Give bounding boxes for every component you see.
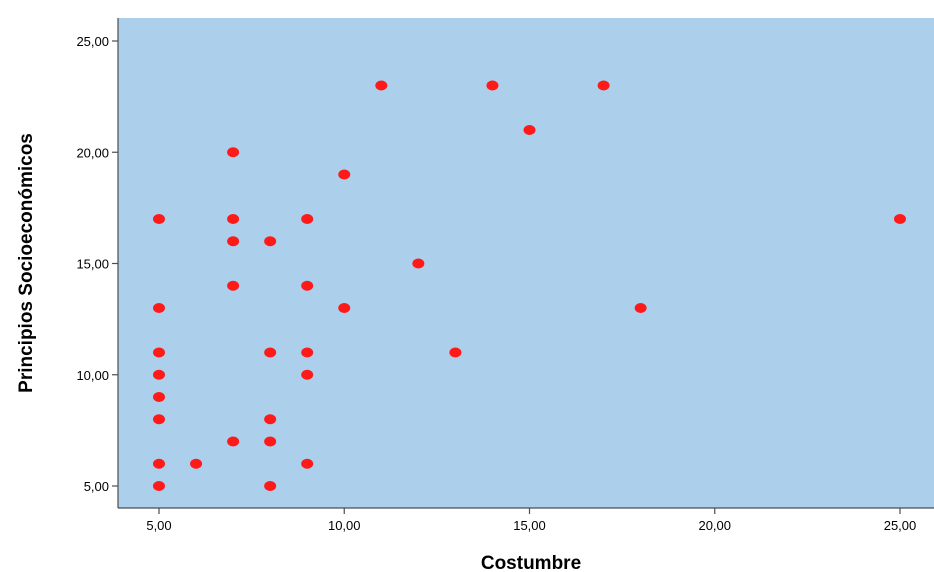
data-point bbox=[634, 303, 647, 313]
data-point bbox=[264, 347, 277, 358]
data-point bbox=[375, 80, 388, 91]
x-axis-ticks: 5,00 10,00 15,00 20,00 25,00 bbox=[146, 508, 916, 533]
data-point bbox=[227, 147, 240, 158]
y-tick-label: 20,00 bbox=[76, 145, 109, 160]
y-tick-label: 15,00 bbox=[76, 257, 109, 272]
data-point bbox=[449, 347, 462, 358]
data-point bbox=[153, 369, 165, 380]
data-point bbox=[227, 436, 240, 447]
x-tick-label: 5,00 bbox=[146, 518, 171, 533]
data-point bbox=[301, 214, 314, 224]
data-point bbox=[523, 125, 536, 135]
y-tick-label: 25,00 bbox=[76, 34, 109, 49]
data-point bbox=[301, 280, 314, 291]
data-point bbox=[264, 481, 277, 491]
x-tick-label: 20,00 bbox=[698, 518, 731, 533]
data-point bbox=[338, 303, 351, 313]
data-point bbox=[153, 214, 165, 224]
y-tick-label: 10,00 bbox=[76, 368, 109, 383]
plot-background bbox=[118, 18, 934, 508]
y-tick-label: 5,00 bbox=[84, 479, 109, 494]
data-point bbox=[301, 458, 314, 469]
y-axis-ticks: 5,00 10,00 15,00 20,00 25,00 bbox=[76, 34, 118, 494]
data-point bbox=[486, 80, 499, 91]
data-point bbox=[338, 169, 351, 180]
data-point bbox=[153, 303, 165, 313]
data-point bbox=[153, 347, 165, 358]
data-point bbox=[190, 458, 203, 469]
x-tick-label: 10,00 bbox=[328, 518, 361, 533]
y-axis-title: Principios Socioeconómicos bbox=[16, 133, 37, 393]
x-tick-label: 25,00 bbox=[884, 518, 917, 533]
data-point bbox=[264, 436, 277, 447]
data-points bbox=[153, 80, 906, 491]
data-point bbox=[153, 414, 165, 425]
data-point bbox=[264, 236, 277, 247]
data-point bbox=[227, 280, 240, 291]
data-point bbox=[597, 80, 610, 91]
x-axis-title: Costumbre bbox=[481, 553, 581, 572]
data-point bbox=[301, 347, 314, 358]
data-point bbox=[153, 458, 165, 469]
x-tick-label: 15,00 bbox=[513, 518, 546, 533]
data-point bbox=[227, 214, 240, 224]
data-point bbox=[153, 392, 165, 402]
data-point bbox=[227, 236, 240, 247]
data-point bbox=[412, 258, 425, 269]
data-point bbox=[301, 369, 314, 380]
data-point bbox=[264, 414, 277, 425]
data-point bbox=[153, 481, 165, 491]
data-point bbox=[894, 214, 906, 224]
